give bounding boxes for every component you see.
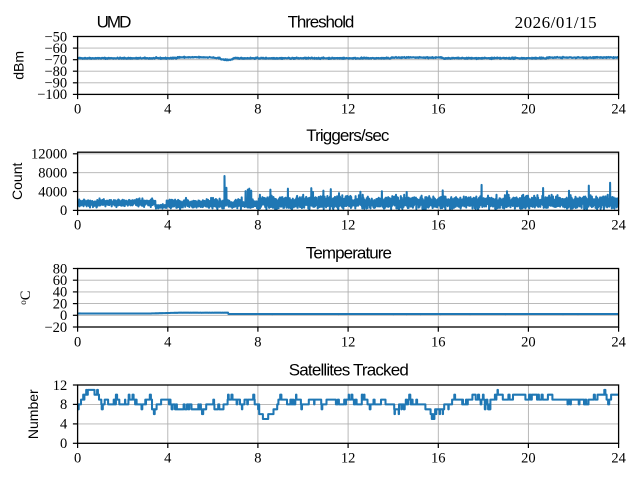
svg-text:0: 0	[74, 334, 81, 350]
svg-text:0: 0	[74, 218, 81, 234]
svg-text:8000: 8000	[38, 166, 67, 182]
svg-text:24: 24	[611, 334, 626, 350]
svg-text:Triggers/sec: Triggers/sec	[306, 126, 390, 145]
svg-text:−90: −90	[45, 76, 68, 92]
svg-text:8: 8	[254, 102, 261, 118]
svg-text:16: 16	[431, 218, 446, 234]
svg-text:0: 0	[74, 102, 81, 118]
svg-text:0: 0	[60, 436, 67, 452]
svg-text:4000: 4000	[38, 184, 67, 200]
svg-text:12000: 12000	[31, 147, 67, 163]
svg-text:16: 16	[431, 102, 446, 118]
svg-text:0: 0	[60, 203, 67, 219]
svg-text:24: 24	[611, 451, 626, 467]
svg-text:24: 24	[611, 218, 626, 234]
svg-text:8: 8	[254, 451, 261, 467]
svg-text:−20: −20	[45, 320, 68, 336]
svg-text:4: 4	[60, 417, 68, 433]
svg-text:0: 0	[74, 451, 81, 467]
svg-text:12: 12	[53, 378, 68, 394]
svg-text:20: 20	[521, 102, 536, 118]
svg-text:20: 20	[521, 451, 536, 467]
svg-text:12: 12	[341, 451, 356, 467]
svg-text:12: 12	[341, 102, 356, 118]
svg-text:−60: −60	[45, 41, 68, 57]
svg-text:16: 16	[431, 334, 446, 350]
svg-text:−100: −100	[37, 87, 67, 103]
svg-text:12: 12	[341, 334, 356, 350]
svg-text:−70: −70	[45, 53, 68, 69]
svg-text:4: 4	[164, 451, 172, 467]
svg-text:8: 8	[254, 334, 261, 350]
svg-text:20: 20	[53, 296, 68, 312]
svg-text:Threshold: Threshold	[288, 12, 355, 31]
svg-text:4: 4	[164, 334, 172, 350]
svg-text:Count: Count	[9, 163, 25, 200]
svg-text:20: 20	[521, 218, 536, 234]
svg-text:16: 16	[431, 451, 446, 467]
svg-text:80: 80	[53, 261, 68, 277]
svg-text:oC: oC	[18, 291, 34, 305]
svg-text:UMD: UMD	[97, 12, 132, 31]
svg-text:2026/01/15: 2026/01/15	[515, 13, 597, 32]
svg-text:−50: −50	[45, 29, 68, 45]
svg-text:40: 40	[53, 285, 68, 301]
svg-text:4: 4	[164, 218, 172, 234]
svg-text:dBm: dBm	[10, 51, 26, 80]
svg-text:−80: −80	[45, 64, 68, 80]
svg-text:Satellites Tracked: Satellites Tracked	[289, 361, 409, 380]
svg-text:24: 24	[611, 102, 626, 118]
svg-text:12: 12	[341, 218, 356, 234]
svg-text:0: 0	[60, 308, 67, 324]
svg-text:Temperature: Temperature	[306, 243, 392, 262]
svg-text:20: 20	[521, 334, 536, 350]
svg-text:60: 60	[53, 273, 68, 289]
svg-text:Number: Number	[25, 389, 41, 439]
svg-text:8: 8	[60, 397, 67, 413]
svg-text:4: 4	[164, 102, 172, 118]
svg-text:8: 8	[254, 218, 261, 234]
